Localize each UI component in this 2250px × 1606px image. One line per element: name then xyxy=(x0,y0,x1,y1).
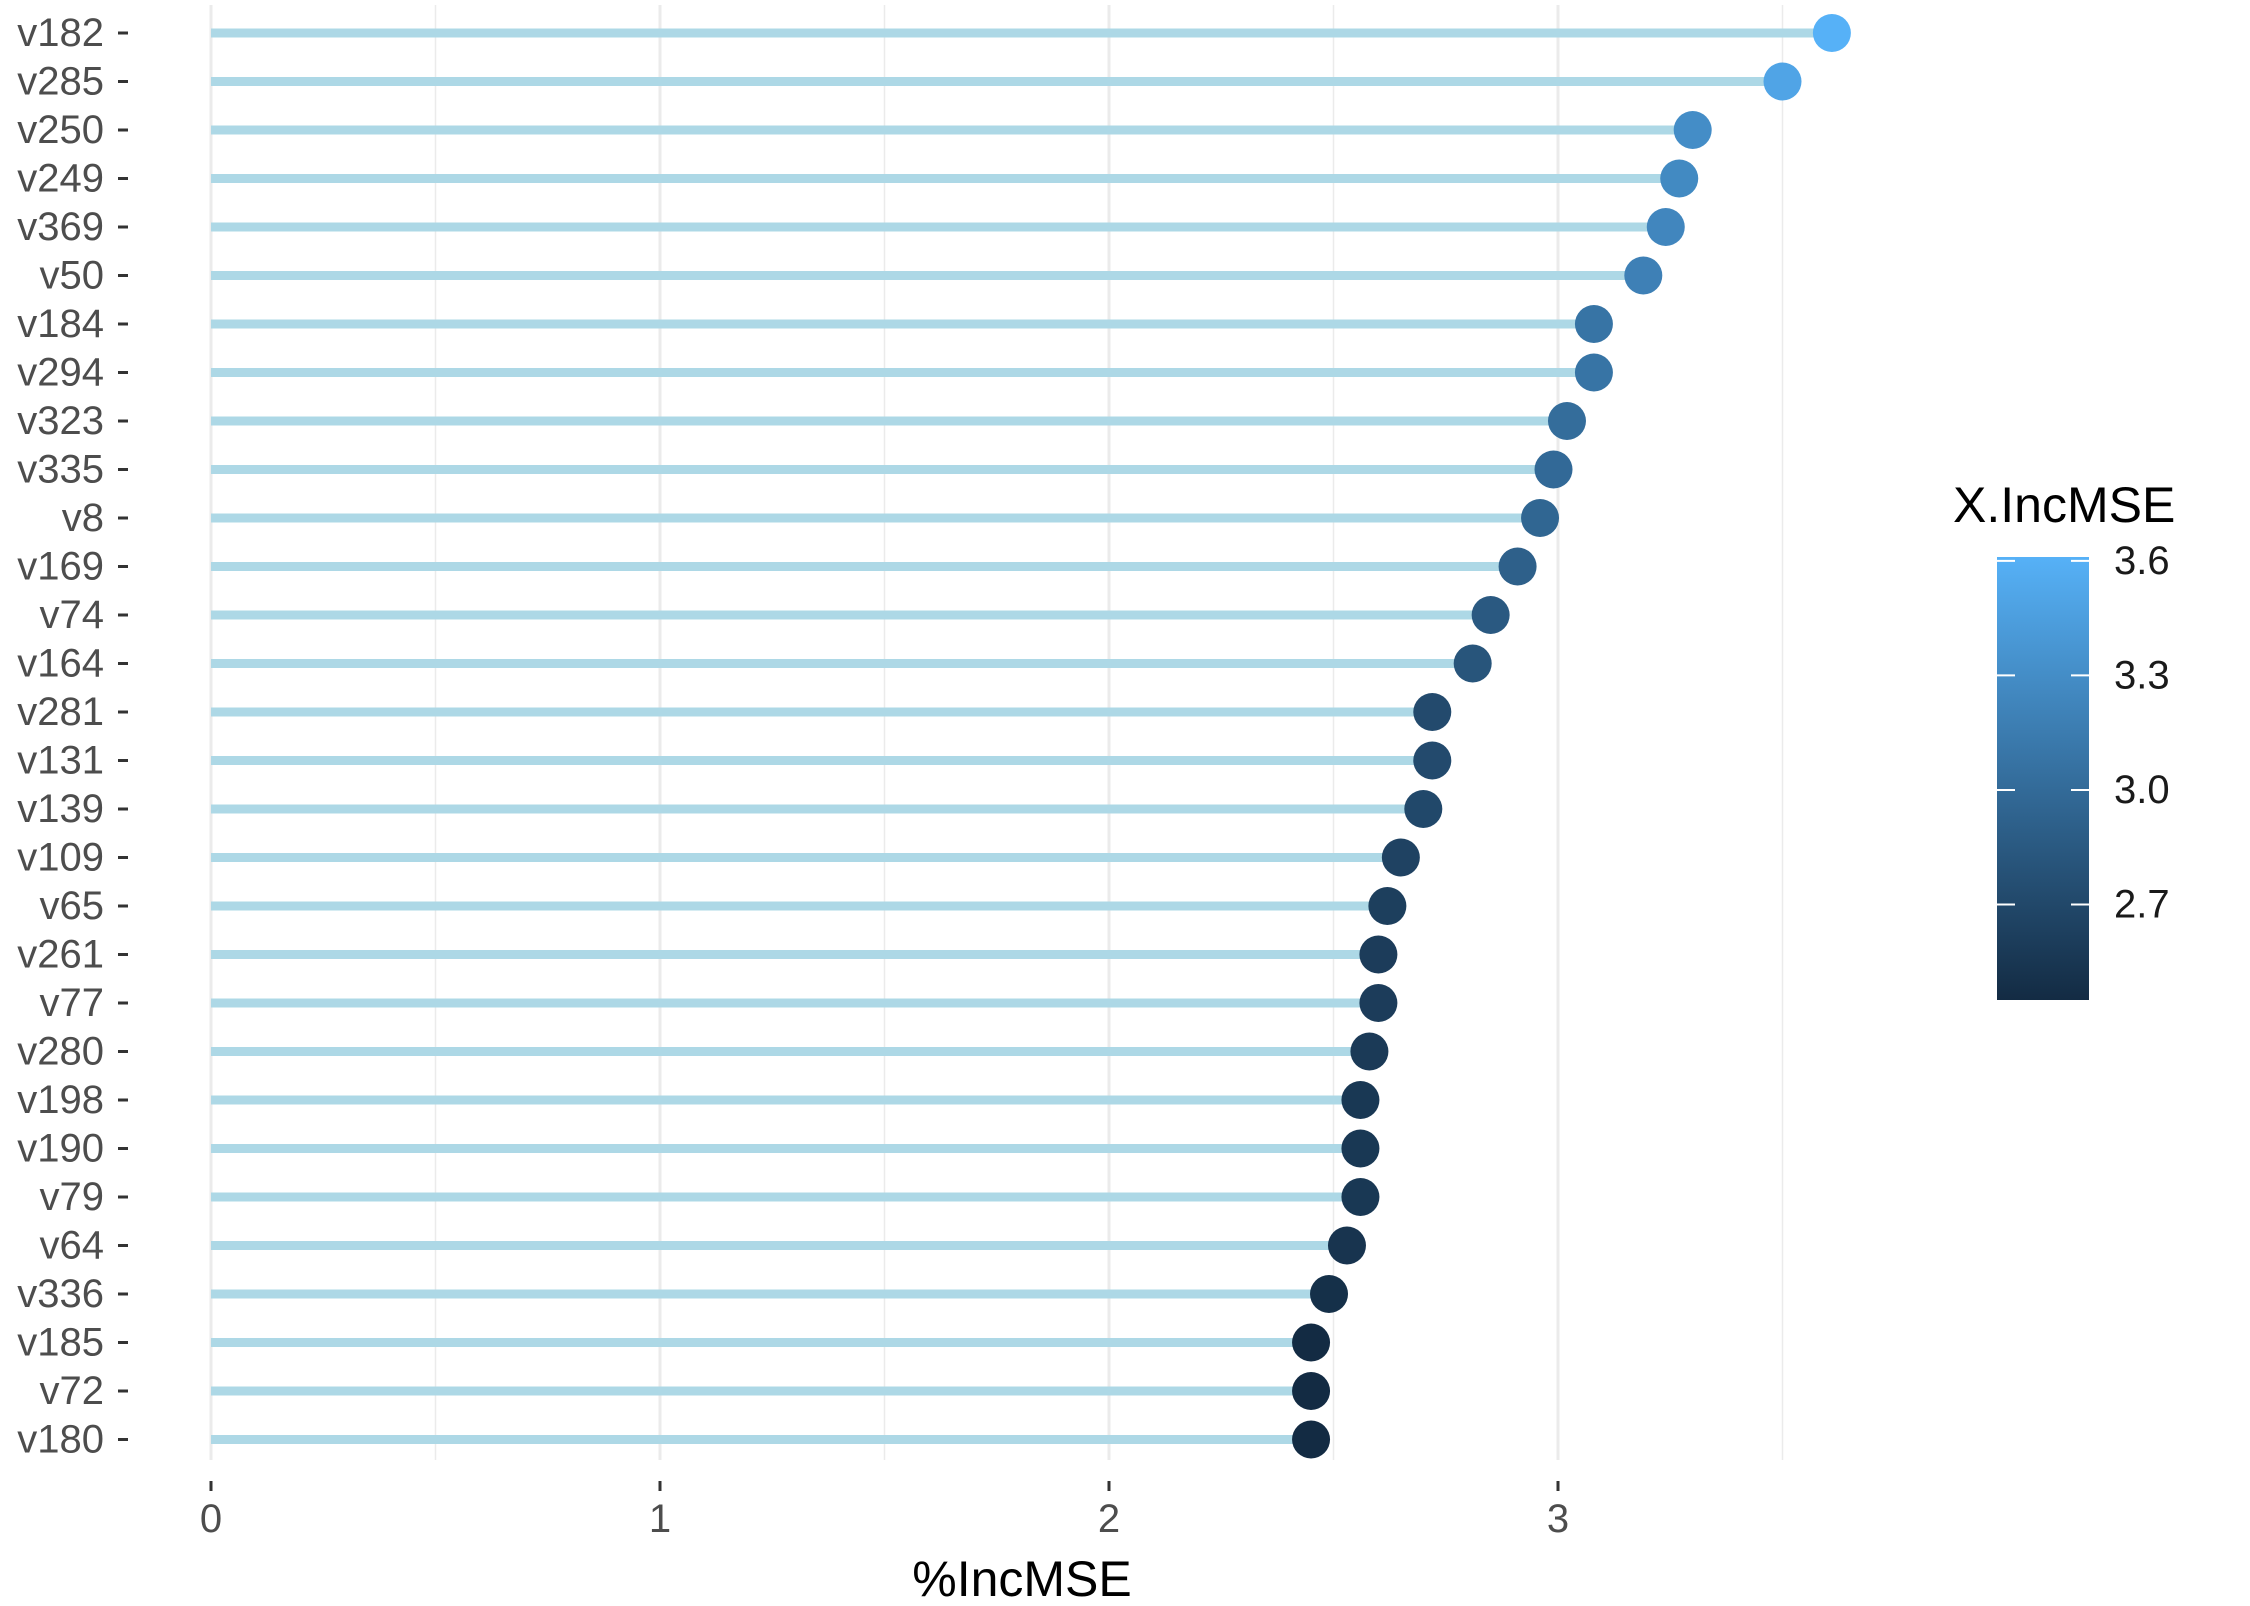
lollipop-point xyxy=(1673,111,1712,149)
y-tick-label: v261 xyxy=(17,933,104,977)
lollipop-point xyxy=(1471,596,1510,634)
y-tick-label: v50 xyxy=(40,254,105,298)
lollipop-point xyxy=(1292,1323,1331,1362)
lollipop-point xyxy=(1292,1420,1331,1459)
lollipop-point xyxy=(1574,305,1613,343)
legend-tick-label: 3.0 xyxy=(2114,768,2170,812)
lollipop-point xyxy=(1359,935,1398,974)
y-tick-label: v285 xyxy=(17,60,104,104)
lollipop-point xyxy=(1498,547,1537,586)
lollipop-point xyxy=(1534,450,1573,489)
lollipop-point xyxy=(1646,208,1685,246)
lollipop-points xyxy=(1292,14,1851,1459)
y-tick-label: v294 xyxy=(17,351,104,395)
y-tick-label: v281 xyxy=(17,690,104,734)
lollipop-point xyxy=(1381,838,1420,877)
lollipop-point xyxy=(1350,1032,1389,1071)
y-tick-label: v249 xyxy=(17,157,104,201)
gridlines xyxy=(209,5,1784,1460)
legend-tick-label: 3.3 xyxy=(2114,653,2170,697)
legend-title: X.IncMSE xyxy=(1953,477,2175,533)
lollipop-point xyxy=(1521,499,1560,537)
y-tick-label: v190 xyxy=(17,1127,104,1171)
lollipop-point xyxy=(1660,159,1699,198)
y-tick-label: v250 xyxy=(17,108,104,152)
y-tick-label: v335 xyxy=(17,448,104,492)
lollipop-point xyxy=(1624,256,1663,295)
lollipop-point xyxy=(1368,887,1407,925)
x-tick-label: 0 xyxy=(200,1497,222,1541)
lollipop-point xyxy=(1413,741,1452,780)
lollipop-point xyxy=(1292,1372,1331,1410)
lollipop-point xyxy=(1574,353,1613,392)
y-tick-label: v131 xyxy=(17,739,104,783)
y-axis: v182v285v250v249v369v50v184v294v323v335v… xyxy=(17,11,128,1462)
y-tick-label: v184 xyxy=(17,302,104,346)
legend-colorbar xyxy=(1997,557,2089,1000)
y-tick-label: v72 xyxy=(40,1369,105,1413)
lollipop-point xyxy=(1341,1129,1380,1168)
y-tick-label: v64 xyxy=(40,1224,105,1268)
y-tick-label: v8 xyxy=(62,496,104,540)
legend-tick-label: 3.6 xyxy=(2114,539,2170,583)
lollipop-point xyxy=(1341,1081,1380,1119)
y-tick-label: v185 xyxy=(17,1321,104,1365)
lollipop-segments xyxy=(211,28,1832,1444)
lollipop-point xyxy=(1763,62,1802,101)
lollipop-point xyxy=(1413,693,1452,731)
y-tick-label: v280 xyxy=(17,1030,104,1074)
y-tick-label: v323 xyxy=(17,399,104,443)
color-legend: X.IncMSE 3.6 3.3 3.0 2.7 xyxy=(1953,477,2175,1000)
y-tick-label: v198 xyxy=(17,1078,104,1122)
y-tick-label: v109 xyxy=(17,836,104,880)
y-tick-label: v182 xyxy=(17,11,104,55)
lollipop-point xyxy=(1547,402,1586,440)
lollipop-point xyxy=(1404,790,1443,828)
y-tick-label: v369 xyxy=(17,205,104,249)
y-tick-label: v180 xyxy=(17,1418,104,1462)
lollipop-point xyxy=(1310,1275,1349,1313)
y-tick-label: v164 xyxy=(17,642,104,686)
legend-tick-label: 2.7 xyxy=(2114,883,2170,927)
y-tick-label: v77 xyxy=(40,981,105,1025)
legend-ticks: 3.6 3.3 3.0 2.7 xyxy=(1997,539,2170,927)
y-tick-label: v336 xyxy=(17,1272,104,1316)
lollipop-point xyxy=(1359,984,1398,1022)
lollipop-point xyxy=(1341,1178,1380,1216)
x-tick-label: 2 xyxy=(1098,1497,1120,1541)
y-tick-label: v169 xyxy=(17,545,104,589)
lollipop-point xyxy=(1453,644,1492,683)
lollipop-point xyxy=(1812,14,1851,52)
y-tick-label: v65 xyxy=(40,884,105,928)
x-axis-title: %IncMSE xyxy=(912,1551,1132,1606)
y-tick-label: v139 xyxy=(17,787,104,831)
x-axis: 0 1 2 3 xyxy=(200,1481,1569,1541)
y-tick-label: v74 xyxy=(40,593,105,637)
x-tick-label: 3 xyxy=(1547,1497,1569,1541)
lollipop-point xyxy=(1327,1226,1366,1265)
y-tick-label: v79 xyxy=(40,1175,105,1219)
x-tick-label: 1 xyxy=(649,1497,671,1541)
